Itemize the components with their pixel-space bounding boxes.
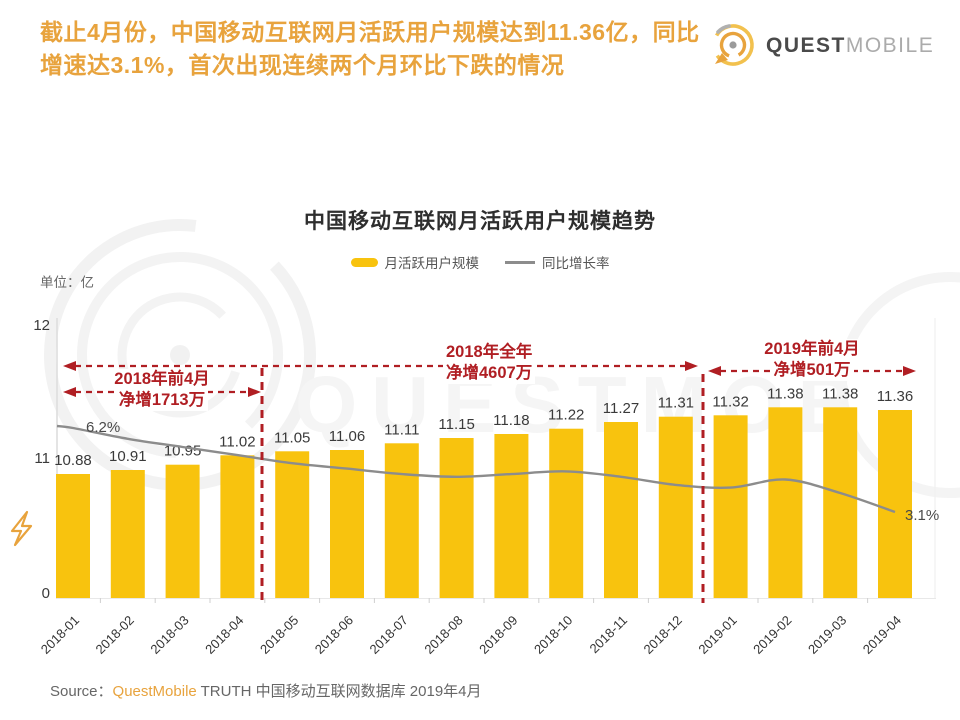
logo-text-mobile: MOBILE <box>845 34 935 57</box>
bar-2018-07 <box>384 443 419 598</box>
annotation-value: 净增1713万 <box>115 390 209 411</box>
bar-2019-01 <box>713 415 748 598</box>
source-rest: TRUTH 中国移动互联网数据库 2019年4月 <box>196 683 482 700</box>
annotation-value: 净增4607万 <box>443 363 536 384</box>
x-axis-label: 2019-01 <box>695 613 739 657</box>
legend-item-mau: 月活跃用户规模 <box>350 252 480 272</box>
bar-2019-02 <box>768 407 803 598</box>
yoy-growth-line <box>56 424 896 514</box>
bar-2019-03 <box>823 407 858 598</box>
bar-value-label: 11.38 <box>822 385 858 402</box>
legend-line-swatch <box>505 260 535 264</box>
yoy-end-label: 3.1% <box>905 507 940 524</box>
x-axis-label: 2018-07 <box>367 613 411 657</box>
chart-title: 中国移动互联网月活跃用户规模趋势 <box>304 210 656 233</box>
bar-value-label: 11.36 <box>877 388 913 405</box>
x-axis-label: 2018-11 <box>586 613 630 657</box>
y-tick-0: 0 <box>41 585 50 602</box>
bar-2018-10 <box>549 428 584 598</box>
bar-2018-05 <box>275 451 310 598</box>
bar-2018-11 <box>604 422 638 598</box>
logo-text-quest: QUEST <box>766 34 846 57</box>
arrowheads <box>63 361 916 397</box>
logo-wordmark: QUESTMOBILE <box>766 34 934 58</box>
questmobile-logo-icon <box>712 24 754 66</box>
lightning-icon <box>10 510 33 547</box>
bar-2018-04 <box>220 455 255 598</box>
headline-line1: 截止4月份，中国移动互联网月活跃用户规模达到11.36亿，同比 <box>40 19 700 45</box>
bar-2018-09 <box>494 434 529 598</box>
annotation-2018-fullyear: 2018年全年 净增4607万 <box>443 342 603 384</box>
y-tick-11: 11 <box>34 450 50 467</box>
annotation-title: 2018年全年 <box>443 342 536 363</box>
annotation-title: 2018年前4月 <box>111 369 213 390</box>
x-axis-label: 2018-01 <box>38 613 82 657</box>
watermark-logo: QUESTMOB <box>44 219 960 498</box>
bar-value-label: 11.11 <box>384 421 419 438</box>
headline-line2: 增速达3.1%，首次出现连续两个月环比下跌的情况 <box>40 52 565 78</box>
bar-2018-02 <box>110 470 145 598</box>
x-axis-label: 2019-04 <box>860 613 904 657</box>
x-axis-label: 2018-02 <box>93 613 137 657</box>
bar-value-label: 11.22 <box>548 407 584 424</box>
bar-value-label: 10.91 <box>109 448 147 465</box>
bar-value-label: 11.02 <box>219 433 255 450</box>
annotation-2019-first4months: 2019年前4月 净增501万 <box>732 339 892 381</box>
bar-2018-12 <box>658 416 693 598</box>
legend: 月活跃用户规模 同比增长率 <box>0 252 960 272</box>
x-axis-label: 2019-02 <box>750 613 794 657</box>
bar-2019-04 <box>878 410 912 598</box>
x-axis-label: 2018-04 <box>202 613 246 657</box>
source-line: Source：QuestMobile TRUTH 中国移动互联网数据库 2019… <box>50 680 482 701</box>
annotation-value: 净增501万 <box>770 360 854 381</box>
x-axis-label: 2018-08 <box>421 613 465 657</box>
y-tick-12: 12 <box>33 317 50 334</box>
bar-2018-03 <box>165 464 200 598</box>
bar-value-label: 11.18 <box>493 412 529 429</box>
x-axis-label: 2018-05 <box>257 613 301 657</box>
bar-value-label: 10.88 <box>54 452 92 469</box>
questmobile-logo: QUESTMOBILE <box>702 16 952 74</box>
source-prefix: Source： <box>50 683 113 700</box>
bar-value-label: 11.31 <box>658 395 694 412</box>
bar-value-label: 10.95 <box>164 443 202 460</box>
bar-value-label: 11.27 <box>603 400 639 417</box>
x-axis-label: 2018-06 <box>312 613 356 657</box>
headline: 截止4月份，中国移动互联网月活跃用户规模达到11.36亿，同比 增速达3.1%，… <box>40 16 705 82</box>
y-axis-unit-label: 单位：亿 <box>40 275 94 290</box>
legend-label: 月活跃用户规模 <box>384 256 480 271</box>
bar-2018-06 <box>330 450 364 598</box>
bar-2018-01 <box>56 474 90 598</box>
source-brand: QuestMobile <box>112 683 197 700</box>
x-axis-label: 2018-10 <box>531 613 575 657</box>
bar-2018-08 <box>439 438 474 598</box>
legend-label: 同比增长率 <box>542 256 610 271</box>
bar-value-label: 11.05 <box>274 429 310 446</box>
x-axis-label: 2018-09 <box>476 613 520 657</box>
bar-value-label: 11.15 <box>438 416 474 433</box>
legend-bar-swatch <box>350 257 378 267</box>
bar-value-label: 11.06 <box>329 428 365 445</box>
legend-item-yoy: 同比增长率 <box>505 252 610 272</box>
annotation-title: 2019年前4月 <box>761 339 863 360</box>
yoy-start-label: 6.2% <box>86 419 121 436</box>
x-axis-label: 2018-03 <box>147 613 191 657</box>
bar-value-label: 11.32 <box>712 393 748 410</box>
x-axis-label: 2019-03 <box>805 613 849 657</box>
x-axis-label: 2018-12 <box>641 613 685 657</box>
annotation-2018-first4months: 2018年前4月 净增1713万 <box>82 369 242 411</box>
bar-value-label: 11.38 <box>767 385 803 402</box>
